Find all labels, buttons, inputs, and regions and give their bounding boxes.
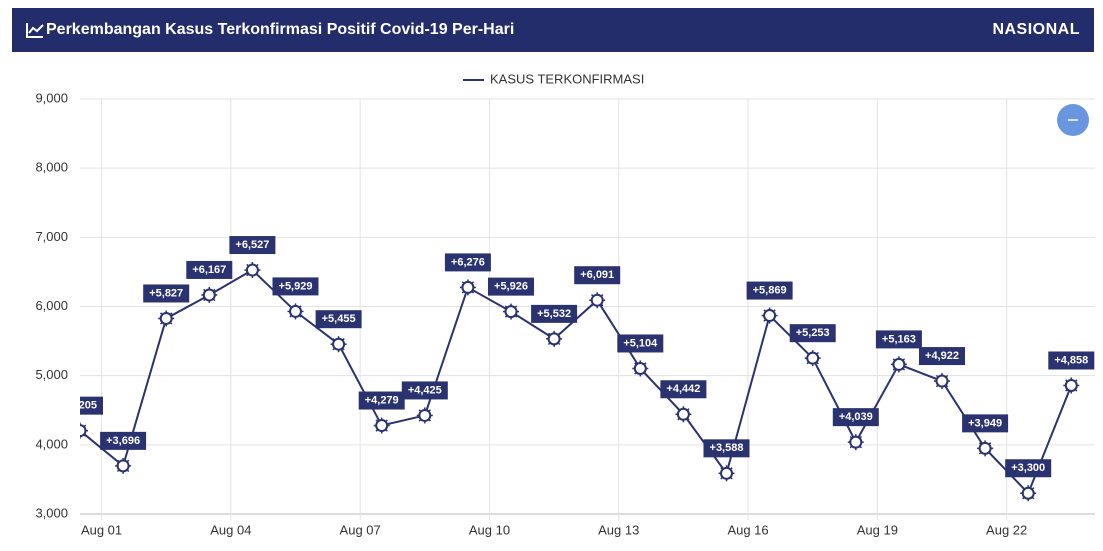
value-label-box	[488, 277, 534, 296]
value-label: +6,091	[580, 269, 614, 281]
value-label-box	[574, 266, 621, 285]
value-label-box	[186, 260, 233, 279]
value-label-box	[919, 347, 965, 366]
virus-marker	[718, 465, 735, 482]
virus-marker	[416, 407, 433, 424]
value-label: +5,827	[149, 287, 183, 299]
y-tick-label: 3,000	[35, 505, 68, 520]
value-label: +6,527	[235, 239, 269, 251]
x-tick-label: Aug 04	[210, 522, 251, 537]
series-line	[80, 268, 1073, 496]
value-label-box	[1048, 351, 1095, 370]
value-label: +5,455	[322, 313, 356, 325]
virus-marker	[675, 406, 692, 423]
virus-marker	[977, 440, 994, 457]
y-tick-label: 8,000	[35, 160, 68, 175]
value-label: +5,929	[279, 280, 313, 292]
value-label-box	[617, 334, 664, 353]
value-label: +6,167	[192, 264, 226, 276]
value-label: +5,253	[796, 327, 830, 339]
value-label: +4,039	[839, 411, 873, 423]
value-label-box	[703, 439, 750, 458]
value-label: +4,205	[63, 400, 97, 412]
value-label-box	[229, 236, 276, 255]
virus-marker	[804, 350, 821, 367]
header-badge: NASIONAL	[992, 21, 1080, 38]
value-label: +4,442	[666, 383, 700, 395]
virus-marker	[546, 330, 563, 347]
value-label-box	[746, 281, 793, 300]
virus-marker	[115, 457, 132, 474]
value-label-box	[444, 253, 491, 272]
value-label: +4,858	[1054, 354, 1088, 366]
value-label: +5,926	[494, 281, 528, 293]
value-label-box	[789, 324, 836, 343]
header-title: Perkembangan Kasus Terkonfirmasi Positif…	[46, 21, 515, 38]
virus-marker	[761, 307, 778, 324]
value-label-box	[80, 396, 103, 415]
virus-marker	[201, 286, 218, 303]
y-tick-label: 7,000	[35, 229, 68, 244]
virus-marker	[459, 279, 476, 296]
virus-marker	[632, 360, 649, 377]
virus-marker	[847, 434, 864, 451]
value-label: +5,532	[537, 308, 571, 320]
value-label: +3,588	[710, 442, 744, 454]
virus-marker	[1063, 377, 1080, 394]
value-label-box	[962, 414, 1009, 433]
virus-marker	[80, 422, 88, 439]
virus-marker	[503, 303, 519, 320]
x-tick-label: Aug 13	[598, 522, 639, 537]
value-label-box	[531, 304, 578, 323]
value-label: +3,696	[106, 435, 140, 447]
value-label-box	[100, 431, 147, 450]
value-label-box	[272, 277, 319, 296]
x-tick-label: Aug 19	[857, 522, 898, 537]
value-label-box	[358, 391, 405, 410]
y-tick-label: 5,000	[35, 367, 68, 382]
virus-marker	[1020, 485, 1037, 502]
virus-marker	[244, 262, 261, 279]
x-tick-label: Aug 10	[469, 522, 510, 537]
value-label: +5,869	[753, 284, 787, 296]
x-tick-label: Aug 16	[727, 522, 768, 537]
y-tick-label: 6,000	[35, 298, 68, 313]
value-label: +4,425	[408, 384, 442, 396]
value-label: +4,279	[365, 394, 399, 406]
virus-marker	[890, 356, 907, 373]
x-tick-label: Aug 22	[986, 522, 1027, 537]
virus-marker	[373, 417, 390, 434]
y-tick-label: 4,000	[35, 436, 68, 451]
value-label: +5,163	[882, 333, 916, 345]
header: Perkembangan Kasus Terkonfirmasi Positif…	[12, 8, 1094, 52]
virus-marker	[287, 303, 304, 320]
x-tick-label: Aug 01	[81, 522, 122, 537]
virus-marker	[158, 310, 175, 327]
virus-marker	[934, 373, 950, 390]
value-label-box	[315, 310, 362, 329]
value-label-box	[143, 284, 190, 303]
value-label: +3,949	[968, 417, 1002, 429]
value-label-box	[401, 381, 448, 400]
value-label-box	[660, 380, 707, 399]
value-label: +5,104	[623, 337, 658, 349]
x-tick-label: Aug 07	[340, 522, 381, 537]
virus-marker	[330, 336, 347, 353]
chart-icon	[26, 23, 44, 38]
legend-label: KASUS TERKONFIRMASI	[490, 71, 644, 86]
value-label: +4,922	[925, 350, 959, 362]
value-label: +3,300	[1011, 462, 1045, 474]
y-tick-label: 9,000	[35, 90, 68, 105]
value-label-box	[875, 330, 922, 349]
value-label: +6,276	[451, 256, 485, 268]
value-label-box	[832, 408, 879, 427]
virus-marker	[589, 292, 606, 309]
value-label-box	[1005, 459, 1052, 478]
